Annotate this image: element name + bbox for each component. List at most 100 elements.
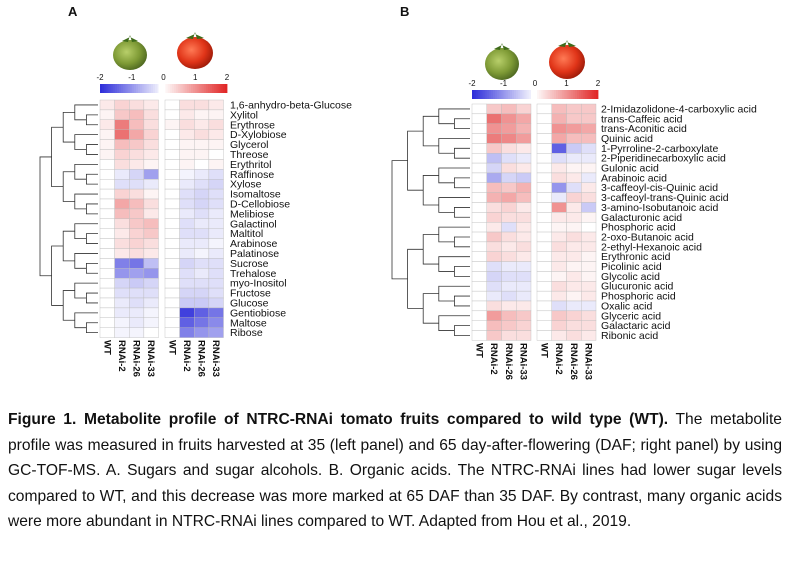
heatmap-cell	[129, 119, 145, 130]
heatmap-cell	[516, 330, 532, 341]
heatmap-cell	[164, 238, 180, 249]
dendrogram-branch	[454, 325, 470, 336]
color-bar-step	[556, 90, 559, 99]
heatmap-cell	[114, 258, 130, 269]
heatmap-cell	[99, 149, 115, 160]
row-label: Quinic acid	[601, 133, 653, 145]
heatmap-cell	[471, 192, 487, 203]
color-bar-step	[514, 90, 517, 99]
heatmap-cell	[536, 133, 552, 144]
color-bar-step	[121, 84, 124, 93]
heatmap-cell	[208, 119, 224, 130]
heatmap-cell	[471, 172, 487, 183]
heatmap-cell	[114, 149, 130, 160]
heatmap-cell	[501, 241, 517, 252]
column-label: RNAi-2	[488, 343, 499, 375]
heatmap-cell	[114, 218, 130, 229]
column-label: RNAi-2	[181, 340, 192, 372]
heatmap-cell	[536, 261, 552, 272]
color-bar-step	[142, 84, 145, 93]
heatmap-cell	[114, 287, 130, 299]
heatmap-cell	[129, 268, 145, 279]
color-bar-step	[129, 84, 133, 93]
color-bar-step	[547, 90, 551, 99]
heatmap-cell	[551, 182, 567, 193]
heatmap-cell	[471, 221, 487, 233]
heatmap-cell	[114, 327, 130, 338]
color-bar-step	[127, 84, 131, 93]
dendrogram-branch	[86, 292, 98, 304]
heatmap-cell	[99, 327, 115, 338]
heatmap-cell	[516, 290, 532, 302]
heatmap-cell	[179, 278, 195, 289]
dendrogram-branch	[86, 262, 98, 274]
color-bar-step	[112, 84, 116, 93]
heatmap-cell	[581, 271, 597, 282]
heatmap-cell	[194, 317, 210, 328]
row-label: Maltitol	[230, 228, 263, 240]
heatmap-cell	[114, 268, 130, 279]
heatmap-cell	[516, 182, 532, 193]
color-bar-step	[193, 84, 196, 93]
color-tick-label: -2	[468, 79, 476, 88]
heatmap-cell	[471, 202, 487, 213]
heatmap-cell	[486, 261, 502, 272]
heatmap-cell	[194, 208, 210, 219]
heatmap-cell	[551, 221, 567, 233]
heatmap-cell	[114, 208, 130, 219]
heatmap-cell	[143, 149, 159, 160]
heatmap-cell	[501, 113, 517, 124]
heatmap-cell	[566, 172, 582, 183]
color-bar-step	[199, 84, 202, 93]
heatmap-cell	[551, 123, 567, 134]
row-label: Glycerol	[230, 139, 269, 151]
heatmap-cell	[516, 212, 532, 223]
dendrogram-branch	[39, 156, 52, 277]
color-bar-step	[581, 90, 584, 99]
heatmap-cell	[501, 172, 517, 183]
row-label: 2-Piperidinecarboxylic acid	[601, 153, 726, 165]
heatmap-cell	[566, 330, 582, 341]
heatmap-cell	[501, 251, 517, 262]
row-label: Threose	[230, 149, 269, 161]
heatmap-cell	[516, 103, 532, 115]
heatmap-cell	[581, 281, 597, 292]
heatmap-cell	[179, 297, 195, 309]
heatmap-cell	[208, 99, 224, 111]
dendrogram-branch	[454, 207, 470, 218]
column-label: RNAi-33	[210, 340, 221, 377]
heatmap-cell	[581, 300, 597, 312]
heatmap-cell	[114, 228, 130, 239]
heatmap-cell	[501, 281, 517, 292]
color-bar-step	[549, 90, 553, 99]
dendrogram-branch	[62, 111, 75, 143]
heatmap-cell	[516, 310, 532, 321]
heatmap-cell	[566, 281, 582, 292]
heatmap-cell	[566, 133, 582, 144]
heatmap-cell	[114, 297, 130, 309]
heatmap-cell	[143, 317, 159, 328]
heatmap-cell	[581, 261, 597, 272]
color-bar-step	[186, 84, 190, 93]
heatmap-cell	[164, 159, 180, 170]
color-bar-step	[138, 84, 141, 93]
heatmap-cell	[143, 169, 159, 180]
row-label: 1-Pyrroline-2-carboxylate	[601, 143, 718, 155]
color-bar-step	[205, 84, 209, 93]
heatmap-cell	[194, 248, 210, 259]
color-bar-step	[214, 84, 217, 93]
color-bar-step	[562, 90, 565, 99]
color-bar-step	[543, 90, 546, 99]
heatmap-cell	[179, 119, 195, 130]
heatmap-cell	[114, 169, 130, 180]
heatmap-cell	[471, 310, 487, 321]
color-bar-step	[125, 84, 128, 93]
heatmap-cell	[164, 268, 180, 279]
heatmap-cell	[471, 212, 487, 223]
heatmap-cell	[99, 278, 115, 289]
row-label: 1,6-anhydro-beta-Glucose	[230, 99, 352, 111]
color-bar-step	[131, 84, 135, 93]
dendrogram-branch	[422, 293, 439, 324]
heatmap-cell	[99, 159, 115, 170]
heatmap-cell	[179, 327, 195, 338]
